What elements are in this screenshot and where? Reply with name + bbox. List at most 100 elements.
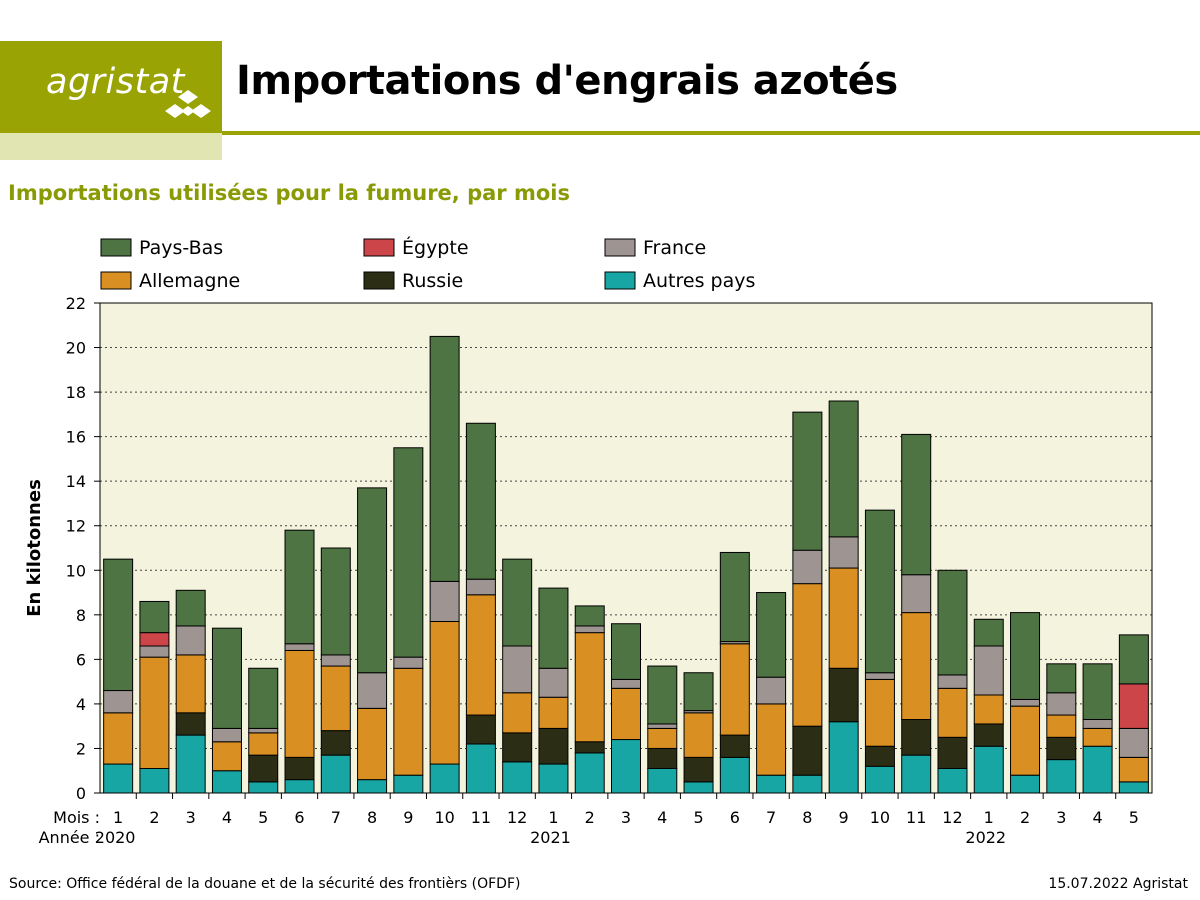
x-tick-label: 2 (149, 808, 159, 827)
bar-segment-france (320, 654, 351, 667)
bar-segment-pays-bas (211, 627, 242, 729)
bar-segment-allemagne (1010, 705, 1041, 776)
source-note: Source: Office fédéral de la douane et d… (9, 876, 521, 892)
bar-segment-france (756, 676, 787, 705)
bar-segment-russie (175, 712, 206, 736)
bar-segment-russie (647, 747, 678, 769)
bar-segment-autres-pays (574, 752, 605, 794)
y-tick-label: 6 (76, 650, 86, 669)
bar-segment-pays-bas (1082, 663, 1113, 720)
x-tick-label: 1 (113, 808, 123, 827)
bar-segment-allemagne (248, 732, 279, 756)
bar-segment-allemagne (756, 703, 787, 776)
bar-segment-pays-bas (103, 558, 134, 692)
y-axis-title: En kilotonnes (24, 479, 45, 617)
bar-segment-pays-bas (465, 422, 496, 580)
bar-segment-allemagne (973, 694, 1004, 725)
x-tick-label: 1 (984, 808, 994, 827)
bar-segment-autres-pays (320, 754, 351, 794)
bar-segment-russie (248, 754, 279, 783)
bar-segment-allemagne (864, 678, 895, 747)
bar-segment-france (864, 672, 895, 680)
date-credit: 15.07.2022 Agristat (1048, 876, 1188, 892)
brand-band (0, 41, 222, 133)
bar-segment-allemagne (103, 712, 134, 765)
logo-mark-icon (165, 90, 211, 118)
y-tick-label: 2 (76, 739, 86, 758)
bar-segment-autres-pays (683, 781, 714, 794)
bar-segment-allemagne (429, 621, 460, 765)
bar-segment-allemagne (683, 712, 714, 758)
bar-segment-allemagne (792, 583, 823, 727)
legend-swatch (604, 271, 636, 290)
bar-segment-autres-pays (719, 756, 750, 794)
bar-segment-russie (792, 725, 823, 776)
bar-segment-allemagne (1082, 727, 1113, 747)
bar-segment-autres-pays (937, 768, 968, 794)
bar-segment-france (901, 574, 932, 614)
bar-segment-russie (1046, 736, 1077, 761)
bar-segment-allemagne (719, 643, 750, 736)
bar-segment-allemagne (901, 612, 932, 720)
bar-segment-france (139, 645, 170, 658)
bar-segment-russie (538, 727, 569, 765)
legend-label: Russie (402, 270, 463, 292)
bar-segment-russie (719, 734, 750, 758)
bar-segment-russie (937, 736, 968, 769)
bar-segment-pays-bas (320, 547, 351, 656)
bar-segment-autres-pays (538, 763, 569, 794)
chart-subtitle: Importations utilisées pour la fumure, p… (8, 181, 570, 205)
x-tick-label: 10 (434, 808, 454, 827)
bar-segment-pays-bas (683, 672, 714, 712)
x-tick-label: 8 (802, 808, 812, 827)
bar-segment-autres-pays (175, 734, 206, 794)
bar-segment-pays-bas (1010, 612, 1041, 700)
bar-segment-pays-bas (1046, 663, 1077, 694)
bar-segment-autres-pays (357, 779, 388, 794)
bar-segment--gypte (139, 632, 170, 647)
legend-label: Autres pays (643, 270, 755, 292)
bar-segment-france (248, 727, 279, 734)
bar-segment-russie (465, 714, 496, 745)
year-label: 2021 (530, 828, 571, 847)
x-tick-label: 5 (1129, 808, 1139, 827)
bar-segment-allemagne (211, 741, 242, 772)
x-tick-label: 12 (507, 808, 527, 827)
bar-segment-autres-pays (973, 745, 1004, 794)
x-tick-label: 2 (1020, 808, 1030, 827)
x-tick-label: 4 (222, 808, 232, 827)
bar-segment-autres-pays (502, 761, 533, 794)
bar-segment-autres-pays (647, 768, 678, 794)
y-tick-label: 4 (76, 695, 86, 714)
legend-label: France (643, 237, 706, 259)
x-tick-label: 3 (186, 808, 196, 827)
bar-segment-allemagne (1118, 756, 1149, 783)
bar-segment-allemagne (393, 667, 424, 776)
bar-segment-autres-pays (864, 765, 895, 794)
bar-segment-france (1118, 727, 1149, 758)
brand-band-light (0, 133, 222, 160)
bar-segment-autres-pays (1046, 759, 1077, 794)
page-title: Importations d'engrais azotés (236, 58, 898, 104)
bar-segment-pays-bas (864, 509, 895, 674)
bar-segment-france (211, 727, 242, 743)
bar-segment-france (1046, 692, 1077, 716)
bar-segment-pays-bas (647, 665, 678, 725)
bar-segment-allemagne (574, 632, 605, 743)
x-tick-label: 9 (403, 808, 413, 827)
header-rule (222, 131, 1200, 135)
y-tick-label: 0 (76, 784, 86, 803)
x-tick-label: 3 (1056, 808, 1066, 827)
bar-segment-france (465, 578, 496, 596)
bar-segment-france (1010, 698, 1041, 707)
y-tick-label: 22 (66, 294, 86, 313)
bar-segment-autres-pays (393, 774, 424, 794)
x-tick-label: 7 (331, 808, 341, 827)
bar-segment-france (357, 672, 388, 709)
legend-swatch (363, 238, 395, 257)
bar-segment-pays-bas (756, 592, 787, 678)
x-tick-label: 9 (839, 808, 849, 827)
x-tick-label: 2 (585, 808, 595, 827)
bar-segment-allemagne (647, 727, 678, 749)
bar-segment-france (429, 580, 460, 622)
